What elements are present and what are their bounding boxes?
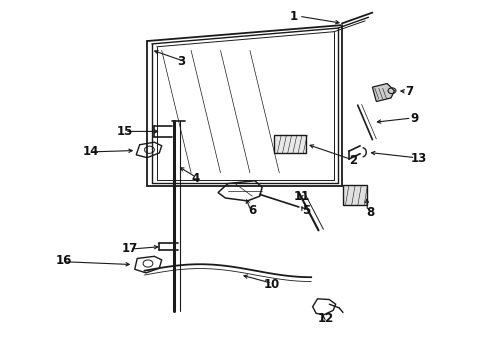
Text: 11: 11 bbox=[293, 190, 310, 203]
Text: 16: 16 bbox=[55, 255, 72, 267]
Text: 8: 8 bbox=[366, 206, 374, 219]
Text: 6: 6 bbox=[248, 204, 256, 217]
Text: 2: 2 bbox=[349, 154, 357, 167]
Text: 4: 4 bbox=[192, 172, 200, 185]
Text: 1: 1 bbox=[290, 10, 298, 23]
Text: 17: 17 bbox=[122, 242, 138, 255]
Text: 10: 10 bbox=[264, 278, 280, 291]
Text: 14: 14 bbox=[82, 145, 99, 158]
Bar bbox=[343, 185, 367, 205]
Text: 13: 13 bbox=[411, 152, 427, 165]
Text: 3: 3 bbox=[177, 55, 185, 68]
Text: 15: 15 bbox=[117, 125, 133, 138]
Polygon shape bbox=[372, 84, 394, 102]
Text: 12: 12 bbox=[318, 312, 334, 325]
Text: 9: 9 bbox=[410, 112, 418, 125]
Text: 5: 5 bbox=[302, 204, 310, 217]
Text: 7: 7 bbox=[405, 85, 413, 98]
Bar bbox=[274, 135, 306, 153]
